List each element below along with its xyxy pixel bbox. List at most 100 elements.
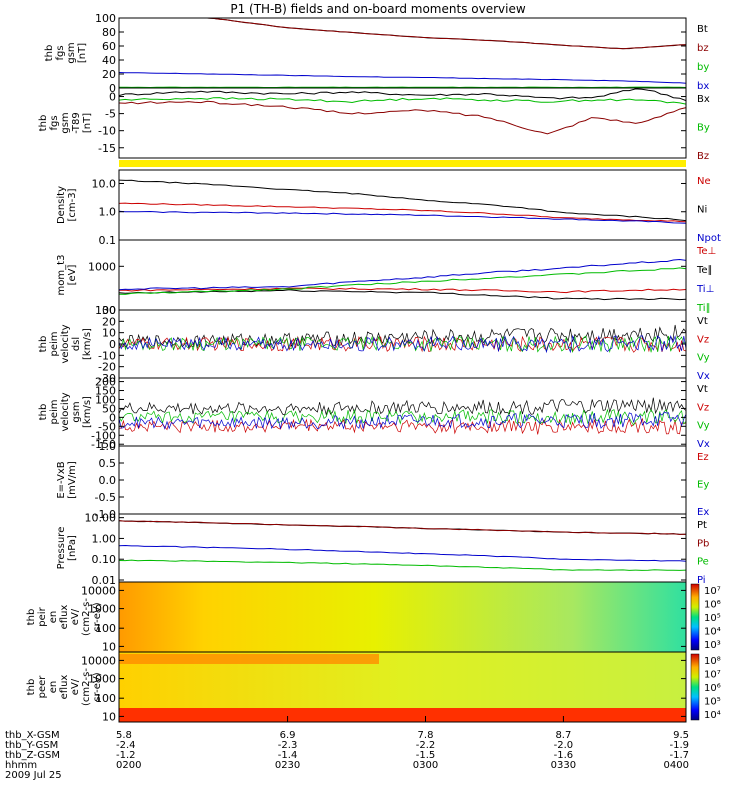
y-axis-label: thb: [44, 45, 55, 62]
colorbar-tick-label: 10⁶: [704, 683, 721, 694]
x-axis-date-label: 2009 Jul 25: [5, 770, 62, 781]
y-tick-label: 0.1: [99, 234, 117, 247]
y-axis-label: dsl: [71, 337, 82, 351]
y-tick-label: -0.5: [95, 491, 116, 504]
legend-label-Bz: Bz: [697, 151, 709, 162]
series-line-density-2: [119, 211, 686, 223]
y-axis-label: fgs: [55, 45, 66, 60]
legend-label-Pt: Pt: [697, 520, 707, 531]
y-tick-label: 60: [102, 40, 116, 53]
y-axis-label: [nPa]: [67, 535, 78, 561]
y-axis-label: E=-VxB: [56, 461, 67, 498]
legend-label-Npot: Npot: [697, 233, 721, 244]
legend-label-Bx: Bx: [697, 94, 710, 105]
colorbar-tick-label: 10⁵: [704, 697, 721, 708]
y-axis-label: -T89: [71, 112, 82, 134]
y-tick-label: 1000: [88, 260, 116, 273]
legend-label-Pe: Pe: [697, 557, 709, 568]
y-axis-label: sr-eV): [92, 602, 103, 631]
y-axis-label: thb: [38, 115, 49, 132]
legend-label-By: By: [697, 123, 710, 134]
colorbar-tick-label: 10³: [704, 640, 721, 651]
y-axis-label: en: [48, 681, 59, 694]
legend-label-Ti∥: Ti∥: [696, 303, 711, 314]
colorbar-tick-label: 10⁷: [704, 586, 721, 597]
plot-title: P1 (TH-B) fields and on-board moments ov…: [230, 2, 526, 16]
y-tick-label: -15: [98, 142, 116, 155]
y-axis-label: [eV]: [67, 265, 78, 286]
x-tick-label: 0200: [116, 760, 141, 771]
y-axis-label: gsm: [66, 42, 77, 63]
y-tick-label: 10.0: [92, 177, 117, 190]
y-tick-label: 10000: [81, 584, 116, 597]
legend-label-Ti⊥: Ti⊥: [696, 284, 714, 295]
y-axis-label: peim: [49, 399, 60, 424]
legend-label-Vt: Vt: [697, 384, 708, 395]
y-axis-label: sr-eV): [92, 672, 103, 701]
series-line-fgs_gsm_minus-1: [119, 98, 686, 105]
y-tick-label: 100: [95, 12, 116, 25]
y-axis-label: [km/s]: [82, 396, 93, 428]
legend-label-Te∥: Te∥: [696, 265, 713, 276]
y-tick-label: -10: [98, 125, 116, 138]
panel-frame-pressure: [119, 514, 686, 582]
legend-label-Vz: Vz: [697, 334, 709, 345]
series-line-pressure-2: [119, 560, 686, 570]
colorbar-peir_en_eflux: [691, 584, 699, 650]
y-axis-label: en: [48, 611, 59, 624]
series-line-fgs_gsm-1: [119, 18, 686, 49]
legend-label-by: by: [697, 62, 709, 73]
y-tick-label: 10.00: [85, 512, 117, 525]
y-axis-label: [mV/m]: [67, 461, 78, 499]
legend-label-Pb: Pb: [697, 538, 709, 549]
spectrogram-high-energy-band: [119, 654, 379, 664]
series-line-fgs_gsm_minus-2: [119, 101, 686, 134]
x-tick-label: 0300: [413, 760, 438, 771]
y-tick-label: 20: [102, 68, 116, 81]
y-tick-label: 10000: [81, 654, 116, 667]
series-line-peim_velocity_gsm-2: [119, 410, 686, 426]
y-axis-label: eV/: [70, 678, 81, 695]
y-axis-label: velocity: [60, 324, 71, 363]
y-axis-label: eflux: [59, 675, 70, 700]
separator-strip: [119, 160, 686, 167]
y-axis-label: thb: [38, 404, 49, 421]
y-tick-label: 0: [109, 91, 116, 104]
x-tick-label: 0400: [664, 760, 689, 771]
y-axis-label: Pressure: [56, 527, 67, 570]
legend-label-Ey: Ey: [697, 480, 709, 491]
series-line-fgs_gsm-0: [119, 18, 686, 49]
series-line-mom_t-2: [119, 260, 686, 290]
colorbar-peer_en_eflux: [691, 654, 699, 720]
y-axis-label: fgs: [49, 115, 60, 130]
y-tick-label: 0.5: [99, 457, 117, 470]
y-axis-label: [nT]: [82, 113, 93, 133]
y-axis-label: peim: [49, 331, 60, 356]
y-axis-label: gsm: [60, 112, 71, 133]
y-tick-label: 0.10: [92, 553, 117, 566]
legend-label-Ex: Ex: [697, 507, 709, 518]
y-tick-label: 1.0: [99, 206, 117, 219]
legend-label-Ez: Ez: [697, 452, 709, 463]
y-tick-label: 10: [102, 710, 116, 723]
y-tick-label: 10: [102, 640, 116, 653]
legend-label-Vz: Vz: [697, 402, 709, 413]
series-line-pressure-1: [119, 521, 686, 535]
panel-frame-peim_velocity_gsm: [119, 378, 686, 446]
y-axis-label: eV/: [70, 608, 81, 625]
legend-label-Vx: Vx: [697, 371, 710, 382]
y-axis-label: eflux: [59, 605, 70, 630]
y-axis-label: [nT]: [77, 43, 88, 63]
y-tick-label: 0.0: [99, 474, 117, 487]
series-line-fgs_gsm-3: [119, 73, 686, 84]
y-axis-label: thb: [26, 679, 37, 696]
legend-label-Bt: Bt: [697, 24, 708, 35]
legend-label-Te⊥: Te⊥: [696, 246, 716, 257]
spectrogram-peir_en_eflux: [119, 582, 686, 652]
series-line-pressure-3: [119, 546, 686, 562]
legend-label-Vt: Vt: [697, 316, 708, 327]
y-tick-label: 40: [102, 54, 116, 67]
colorbar-tick-label: 10⁶: [704, 600, 721, 611]
legend-label-Ne: Ne: [697, 176, 711, 187]
